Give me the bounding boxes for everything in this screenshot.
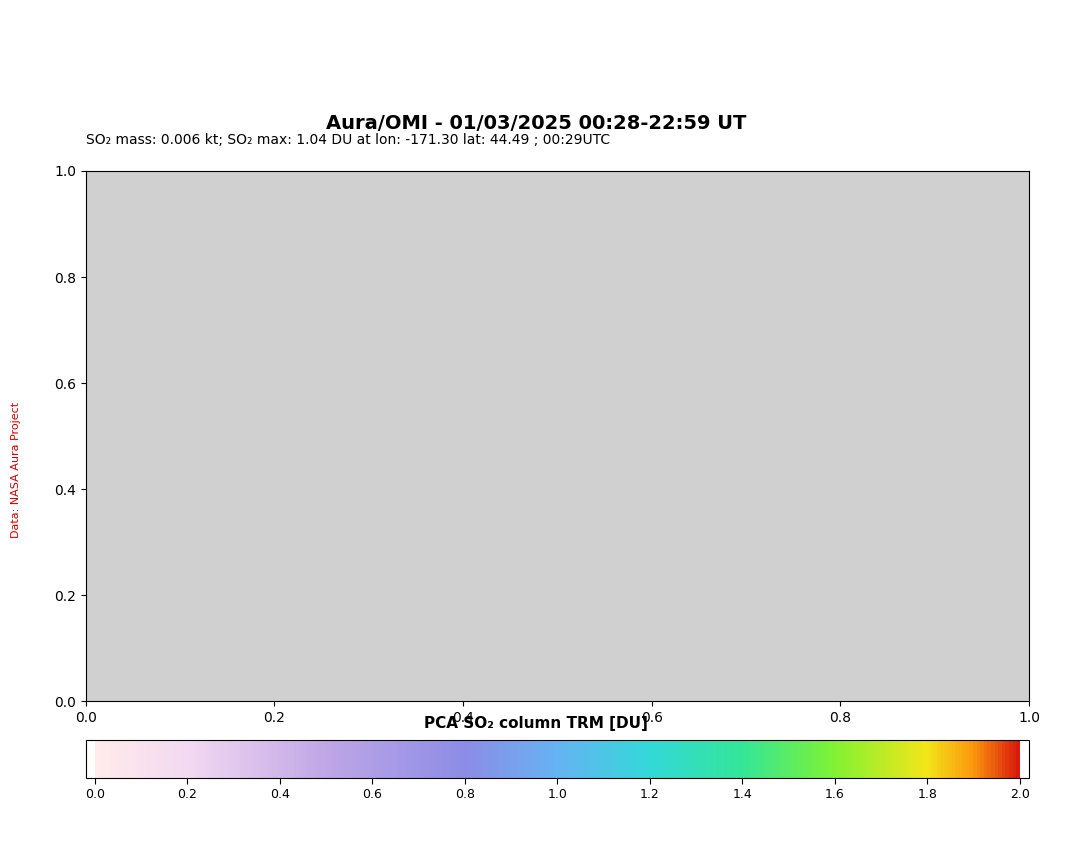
Text: Data: NASA Aura Project: Data: NASA Aura Project [11,402,21,539]
Text: SO₂ mass: 0.006 kt; SO₂ max: 1.04 DU at lon: -171.30 lat: 44.49 ; 00:29UTC: SO₂ mass: 0.006 kt; SO₂ max: 1.04 DU at … [86,133,610,147]
Text: PCA SO₂ column TRM [DU]: PCA SO₂ column TRM [DU] [425,716,647,731]
Text: Aura/OMI - 01/03/2025 00:28-22:59 UT: Aura/OMI - 01/03/2025 00:28-22:59 UT [326,114,746,133]
